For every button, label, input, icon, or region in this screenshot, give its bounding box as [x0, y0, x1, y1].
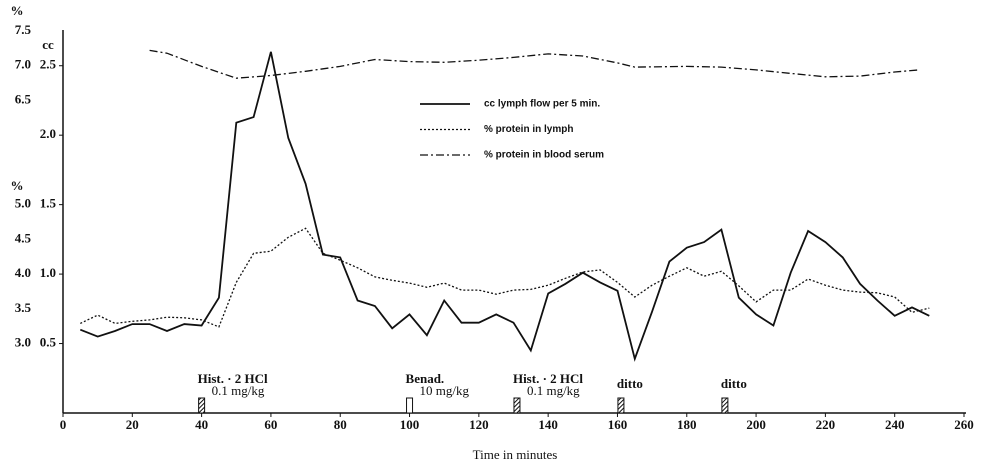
y2-tick-label: 4.5 [15, 230, 32, 245]
y2-tick-label: 4.0 [15, 265, 31, 280]
x-tick-label: 240 [885, 417, 905, 432]
injection-marker [513, 397, 521, 414]
x-axis-label: Time in minutes [473, 447, 558, 462]
data-line [80, 227, 930, 328]
x-tick-label: 200 [746, 417, 766, 432]
y2-tick-label: 5.0 [15, 196, 31, 211]
y-tick-label: 0.5 [40, 335, 57, 350]
annotation-text: Hist. · 2 HCl [198, 371, 268, 386]
y-tick-label: 1.0 [40, 265, 56, 280]
y2-tick-label: 7.0 [15, 57, 31, 72]
annotation-text: ditto [721, 376, 747, 391]
x-tick-label: 260 [954, 417, 974, 432]
x-tick-label: 100 [400, 417, 420, 432]
injection-marker [617, 397, 625, 414]
legend-label: cc lymph flow per 5 min. [484, 99, 600, 110]
x-tick-label: 160 [608, 417, 628, 432]
x-tick-label: 120 [469, 417, 489, 432]
legend-label: % protein in blood serum [484, 150, 604, 161]
data-line [149, 49, 919, 79]
y-tick-label: 2.5 [40, 57, 57, 72]
data-line [79, 51, 930, 362]
annotation-text: Hist. · 2 HCl [513, 371, 583, 386]
injection-marker [406, 397, 414, 414]
y2-tick-label: 3.0 [15, 335, 31, 350]
annotation-text: 0.1 mg/kg [527, 383, 580, 398]
legend-label: % protein in lymph [484, 124, 573, 135]
x-tick-label: 0 [60, 417, 67, 432]
y2-tick-label: 7.5 [15, 22, 32, 37]
x-tick-label: 80 [334, 417, 347, 432]
x-tick-label: 180 [677, 417, 697, 432]
y2-axis-label: % [11, 3, 24, 18]
injection-marker [721, 397, 729, 414]
x-tick-label: 60 [264, 417, 277, 432]
annotation-text: 0.1 mg/kg [212, 383, 265, 398]
annotation-text: ditto [617, 376, 643, 391]
x-tick-label: 140 [538, 417, 558, 432]
annotation-text: Benad. [406, 371, 445, 386]
annotation-text: 10 mg/kg [420, 383, 470, 398]
y2-axis-label: % [11, 178, 24, 193]
y2-tick-label: 6.5 [15, 91, 32, 106]
y-tick-label: 2.0 [40, 126, 56, 141]
x-tick-label: 20 [126, 417, 139, 432]
y-tick-label: 1.5 [40, 196, 57, 211]
y-axis-label: cc [42, 37, 54, 52]
injection-marker [198, 397, 206, 414]
x-tick-label: 220 [816, 417, 836, 432]
x-tick-label: 40 [195, 417, 208, 432]
y2-tick-label: 3.5 [15, 300, 32, 315]
